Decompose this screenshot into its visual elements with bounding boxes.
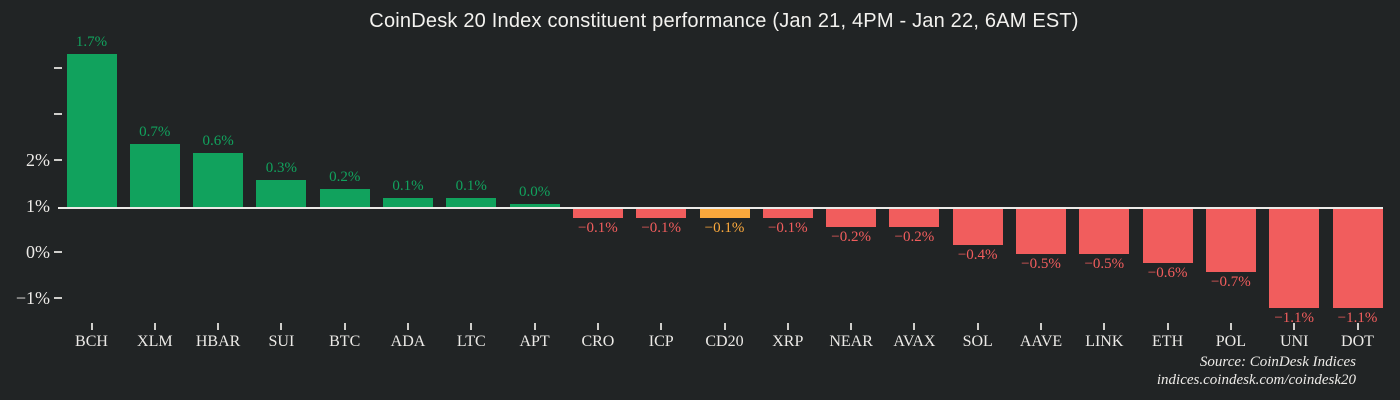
x-label-cd20: CD20	[705, 333, 744, 350]
x-label-hbar: HBAR	[195, 333, 241, 350]
x-label-bch: BCH	[75, 333, 108, 350]
bar-dot	[1332, 209, 1383, 308]
bar-value-label-cd20: −0.1%	[704, 220, 745, 236]
bar-icp	[636, 209, 687, 218]
source-attribution: Source: CoinDesk Indices indices.coindes…	[1157, 354, 1356, 389]
bar-btc	[319, 189, 370, 207]
x-tick-uni	[1293, 323, 1296, 330]
x-label-link: LINK	[1085, 333, 1124, 350]
x-tick-near	[850, 323, 853, 330]
bar-sol	[952, 209, 1003, 245]
y-tick-label: 2%	[26, 149, 50, 170]
bar-value-label-xrp: −0.1%	[767, 220, 808, 236]
bar-xlm	[129, 144, 180, 207]
bar-value-label-near: −0.2%	[831, 229, 871, 245]
bar-value-label-avax: −0.2%	[894, 229, 935, 245]
x-label-apt: APT	[519, 333, 550, 350]
y-tick-label: 0%	[26, 241, 50, 262]
bar-sui	[256, 180, 307, 207]
x-tick-btc	[343, 323, 346, 330]
x-label-dot: DOT	[1341, 333, 1374, 350]
bar-ada	[383, 198, 433, 207]
bar-apt	[509, 204, 560, 207]
x-label-avax: AVAX	[893, 333, 936, 350]
x-tick-hbar	[217, 323, 220, 330]
zero-baseline	[58, 207, 1383, 209]
y-tick-dash	[54, 66, 62, 69]
x-label-xlm: XLM	[137, 333, 173, 350]
x-tick-ltc	[470, 323, 473, 330]
x-label-aave: AAVE	[1019, 333, 1063, 350]
x-tick-sui	[280, 323, 283, 330]
bar-value-label-ltc: 0.1%	[455, 178, 487, 194]
x-label-eth: ETH	[1152, 333, 1184, 350]
x-tick-xrp	[786, 323, 789, 330]
y-tick-dash	[54, 296, 62, 299]
x-tick-sol	[976, 323, 979, 330]
y-tick-dash	[54, 250, 62, 253]
x-label-cro: CRO	[581, 333, 615, 350]
x-label-sui: SUI	[268, 333, 295, 350]
x-label-xrp: XRP	[772, 333, 804, 350]
bar-value-label-dot: −1.1%	[1337, 310, 1378, 326]
y-tick-label: 1%	[26, 195, 50, 216]
bar-hbar	[193, 153, 244, 207]
x-label-ada: ADA	[390, 333, 426, 350]
bar-value-label-pol: −0.7%	[1211, 274, 1251, 290]
y-tick-dash	[54, 158, 62, 161]
x-label-uni: UNI	[1279, 333, 1309, 350]
bar-value-label-apt: 0.0%	[518, 184, 551, 200]
bar-value-label-eth: −0.6%	[1147, 265, 1188, 281]
y-tick-label: −1%	[15, 287, 50, 308]
x-tick-link	[1103, 323, 1106, 330]
x-tick-cd20	[723, 323, 726, 330]
bar-ltc	[446, 198, 497, 207]
x-label-btc: BTC	[329, 333, 361, 350]
bar-bch	[66, 54, 117, 207]
x-tick-pol	[1229, 323, 1232, 330]
bar-value-label-hbar: 0.6%	[202, 133, 234, 149]
bar-value-label-sui: 0.3%	[265, 160, 298, 176]
bar-eth	[1142, 209, 1193, 263]
bar-xrp	[762, 209, 813, 218]
bar-value-label-cro: −0.1%	[578, 220, 618, 236]
y-tick-dash	[54, 112, 62, 115]
bar-value-label-sol: −0.4%	[957, 247, 998, 263]
x-label-icp: ICP	[648, 333, 674, 350]
bar-near	[826, 209, 877, 227]
x-tick-bch	[90, 323, 93, 330]
bar-value-label-bch: 1.7%	[75, 34, 108, 50]
x-label-ltc: LTC	[456, 333, 486, 350]
bar-value-label-btc: 0.2%	[329, 169, 361, 185]
bar-pol	[1205, 209, 1256, 272]
x-label-near: NEAR	[829, 333, 873, 350]
bar-uni	[1269, 209, 1320, 308]
source-line: Source: CoinDesk Indices	[1199, 354, 1356, 370]
bar-value-label-uni: −1.1%	[1274, 310, 1315, 326]
x-tick-avax	[913, 323, 916, 330]
x-tick-ada	[407, 323, 409, 330]
bar-value-label-aave: −0.5%	[1021, 256, 1061, 272]
x-tick-icp	[660, 323, 663, 330]
bar-value-label-link: −0.5%	[1084, 256, 1125, 272]
x-tick-cro	[596, 323, 599, 330]
bar-cro	[572, 209, 623, 218]
bar-value-label-ada: 0.1%	[392, 178, 424, 194]
bar-aave	[1016, 209, 1066, 254]
chart-title: CoinDesk 20 Index constituent performanc…	[369, 10, 1079, 32]
x-tick-apt	[533, 323, 536, 330]
x-tick-dot	[1356, 323, 1359, 330]
source-url: indices.coindesk.com/coindesk20	[1156, 371, 1356, 388]
x-label-sol: SOL	[962, 333, 993, 350]
x-tick-eth	[1166, 323, 1169, 330]
bar-link	[1079, 209, 1130, 254]
x-tick-aave	[1040, 323, 1042, 330]
bar-value-label-icp: −0.1%	[641, 220, 682, 236]
x-tick-xlm	[153, 323, 156, 330]
x-label-pol: POL	[1215, 333, 1246, 350]
bar-avax	[889, 209, 940, 227]
bar-cd20	[699, 209, 750, 218]
bar-value-label-xlm: 0.7%	[139, 124, 171, 140]
